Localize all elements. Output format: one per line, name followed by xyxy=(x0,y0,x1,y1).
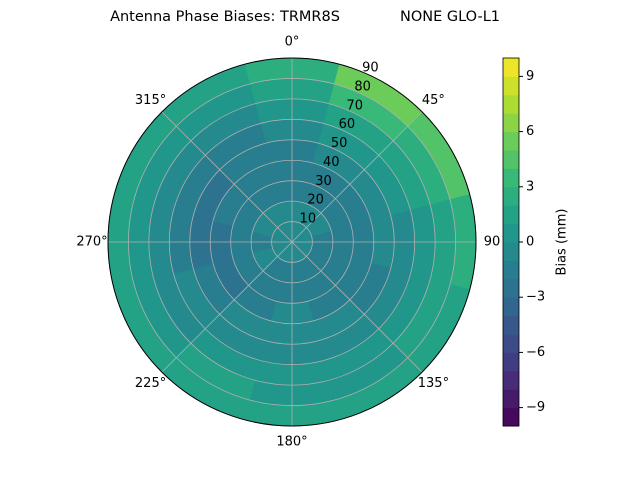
theta-tick-label: 0° xyxy=(285,35,300,50)
colorbar-band xyxy=(503,278,519,298)
colorbar-band xyxy=(503,260,519,280)
theta-grid-line xyxy=(161,111,293,243)
colorbar-band xyxy=(503,205,519,225)
colorbar-label: Bias (mm) xyxy=(555,209,570,276)
r-tick-label: 10 xyxy=(300,212,317,227)
theta-tick-label: 270° xyxy=(76,235,107,250)
r-tick-label: 30 xyxy=(315,174,332,189)
theta-tick-label: 90 xyxy=(484,235,501,250)
theta-grid-line xyxy=(291,111,423,243)
colorbar-band xyxy=(503,407,519,427)
theta-tick-label: 180° xyxy=(276,435,307,450)
theta-grid-line xyxy=(291,241,423,373)
colorbar-band xyxy=(503,242,519,261)
colorbar-tick-label: 6 xyxy=(526,124,534,139)
theta-tick-label: 225° xyxy=(135,376,166,391)
theta-tick-label: 45° xyxy=(422,93,445,108)
polar-frame xyxy=(107,57,477,427)
colorbar-band xyxy=(503,223,519,243)
theta-tick-label: 135° xyxy=(418,376,449,391)
r-tick-label: 50 xyxy=(331,136,348,151)
r-tick-label: 70 xyxy=(346,98,363,113)
colorbar-tick-label: −9 xyxy=(526,400,545,415)
colorbar-band xyxy=(503,76,519,96)
colorbar-tick-label: −3 xyxy=(526,290,545,305)
colorbar-tick-label: 9 xyxy=(526,69,534,84)
colorbar-band xyxy=(503,297,519,317)
colorbar-band xyxy=(503,168,519,188)
chart-title: Antenna Phase Biases: TRMR8S xyxy=(110,9,340,25)
colorbar-tick-label: −6 xyxy=(526,345,545,360)
colorbar-band xyxy=(503,334,519,353)
colorbar-band xyxy=(503,150,519,169)
colorbar-band xyxy=(503,131,519,151)
colorbar-tick-label: 3 xyxy=(526,179,534,194)
colorbar-band xyxy=(503,315,519,335)
colorbar-band xyxy=(503,186,519,206)
colorbar-band xyxy=(503,94,519,114)
colorbar-band xyxy=(503,58,519,77)
r-tick-label: 90 xyxy=(362,61,379,76)
colorbar-band xyxy=(503,389,519,409)
colorbar-tick-label: 0 xyxy=(526,235,534,250)
colorbar-band xyxy=(503,352,519,372)
theta-tick-label: 315° xyxy=(135,93,166,108)
r-tick-label: 80 xyxy=(354,79,371,94)
r-tick-label: 40 xyxy=(323,155,340,170)
colorbar-band xyxy=(503,370,519,390)
r-tick-label: 20 xyxy=(307,193,324,208)
r-tick-label: 60 xyxy=(339,117,356,132)
chart-subtitle: NONE GLO-L1 xyxy=(400,9,500,25)
theta-grid-line xyxy=(161,241,293,373)
colorbar-band xyxy=(503,113,519,133)
